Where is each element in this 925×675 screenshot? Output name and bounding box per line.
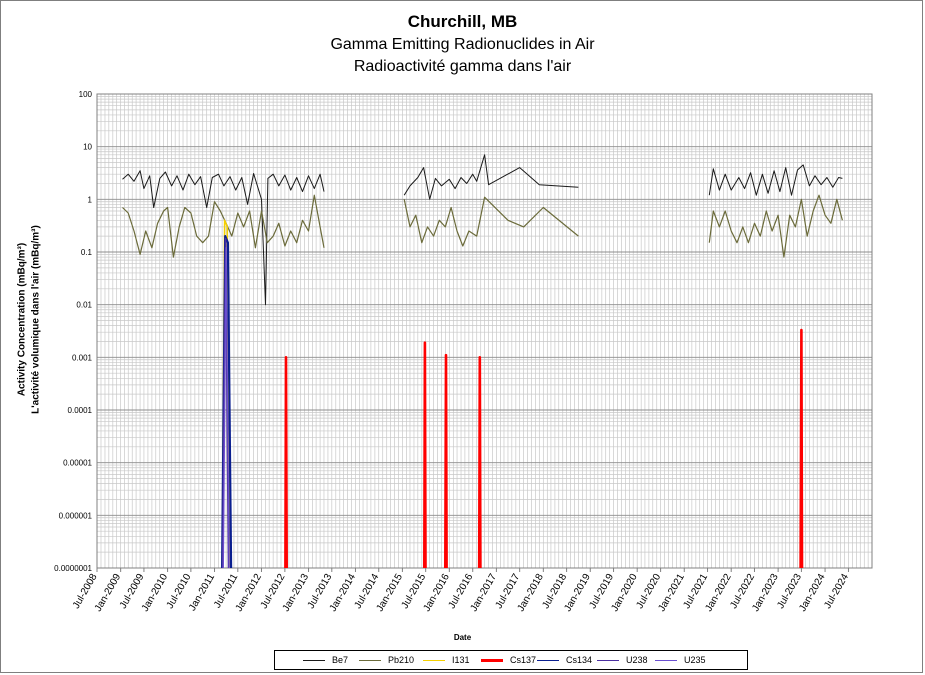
legend: Be7 Pb210 I131 Cs137 Cs134 U238 U235 (274, 650, 748, 670)
series-line-cs137 (284, 355, 289, 569)
series-line-be7 (122, 170, 325, 306)
legend-swatch (423, 659, 445, 661)
chart-subtitle-fr: Radioactivité gamma dans l'air (353, 58, 572, 75)
legend-swatch (481, 658, 503, 662)
legend-item-pb210: Pb210 (359, 651, 414, 669)
y-tick-label: 0.0001 (68, 406, 93, 415)
legend-item-be7: Be7 (303, 651, 348, 669)
y-tick-label: 10 (83, 143, 92, 152)
y-tick-label: 0.0000001 (54, 564, 92, 573)
legend-label: Pb210 (388, 655, 415, 665)
series-line-cs137 (799, 328, 804, 569)
series-line-cs137 (443, 353, 448, 569)
legend-label: U238 (626, 655, 648, 665)
legend-swatch (537, 659, 559, 661)
series-line-be7 (403, 154, 579, 200)
legend-swatch (359, 659, 381, 661)
y-tick-label: 1 (88, 195, 93, 204)
legend-label: Be7 (332, 655, 349, 665)
legend-item-cs134: Cs134 (537, 651, 592, 669)
series-line-pb210 (403, 196, 579, 247)
series-line-u235 (222, 247, 230, 569)
x-axis-label: Date (453, 633, 472, 642)
y-tick-label: 0.00001 (63, 459, 92, 468)
y-tick-label: 0.01 (76, 301, 92, 310)
legend-label: Cs137 (510, 655, 537, 665)
legend-swatch (303, 659, 325, 661)
legend-label: U235 (684, 655, 706, 665)
series-line-cs137 (422, 341, 427, 569)
y-tick-label: 100 (79, 90, 93, 99)
chart-subtitle-en: Gamma Emitting Radionuclides in Air (330, 36, 595, 53)
y-tick-label: 0.1 (81, 248, 93, 257)
chart-title: Churchill, MB (407, 12, 518, 31)
plot-area: 100 10 1 0.1 0.01 0.001 0.0001 0.00001 0.000001 0… (54, 90, 873, 614)
legend-label: Cs134 (566, 655, 593, 665)
legend-item-u238: U238 (597, 651, 648, 669)
series-line-pb210 (708, 194, 843, 258)
legend-item-i131: I131 (423, 651, 470, 669)
series-line-pb210 (122, 194, 325, 258)
y-tick-label: 0.000001 (59, 511, 93, 520)
series-line-be7 (708, 164, 843, 196)
legend-swatch (597, 659, 619, 661)
y-tick-label: 0.001 (72, 353, 93, 362)
legend-item-u235: U235 (655, 651, 706, 669)
legend-swatch (655, 659, 677, 661)
legend-label: I131 (452, 655, 470, 665)
series-line-cs137 (477, 355, 482, 569)
legend-item-cs137: Cs137 (481, 651, 536, 669)
plot-border (96, 93, 873, 569)
